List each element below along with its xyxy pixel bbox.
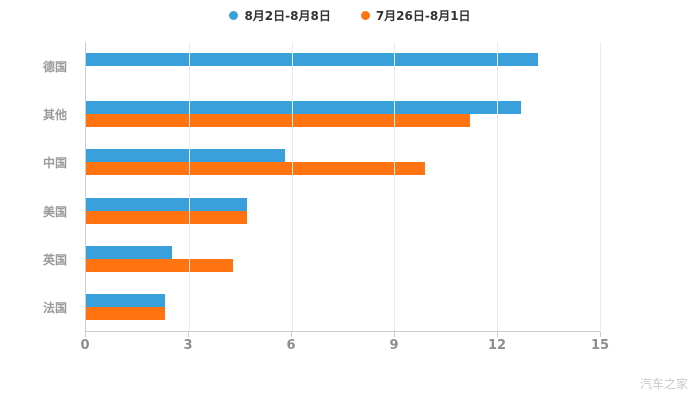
x-tick-label: 12 xyxy=(487,338,507,353)
bar[interactable] xyxy=(86,293,165,307)
bar[interactable] xyxy=(86,197,248,211)
category-label: 中国 xyxy=(42,156,67,171)
bar[interactable] xyxy=(86,162,426,176)
tick-mark xyxy=(497,332,498,337)
bar[interactable] xyxy=(86,258,234,272)
legend-item-0[interactable]: 8月2日-8月8日 xyxy=(229,7,331,24)
legend-dot-icon xyxy=(229,11,239,20)
bar[interactable] xyxy=(86,53,539,67)
bar[interactable] xyxy=(86,210,248,224)
gridline xyxy=(600,42,601,331)
category-label: 法国 xyxy=(42,301,67,316)
x-tick-label: 9 xyxy=(389,338,399,353)
bar-rows xyxy=(86,42,600,331)
bar[interactable] xyxy=(86,114,470,128)
bar[interactable] xyxy=(86,101,522,115)
category-label: 美国 xyxy=(42,204,67,219)
bar-row-德国 xyxy=(86,42,600,90)
category-label: 其他 xyxy=(42,107,67,122)
plot-area xyxy=(85,42,601,332)
bar-row-法国 xyxy=(86,283,600,331)
watermark: 汽车之家 xyxy=(639,377,688,391)
x-tick-label: 3 xyxy=(183,338,193,353)
bar-row-美国 xyxy=(86,187,600,235)
legend-label: 8月2日-8月8日 xyxy=(244,9,331,23)
tick-mark xyxy=(188,332,189,337)
chart-legend: 8月2日-8月8日 7月26日-8月1日 xyxy=(0,7,700,24)
legend-dot-icon xyxy=(360,11,370,20)
legend-item-1[interactable]: 7月26日-8月1日 xyxy=(360,7,471,24)
x-axis: 0 3 6 9 12 15 xyxy=(80,336,609,356)
bar[interactable] xyxy=(86,245,172,259)
category-label: 德国 xyxy=(42,59,67,74)
gridline xyxy=(291,42,293,331)
tick-mark xyxy=(394,332,395,337)
bar-row-中国 xyxy=(86,138,600,186)
tick-mark xyxy=(600,332,601,337)
gridline xyxy=(394,42,396,331)
bar[interactable] xyxy=(86,306,165,320)
category-label: 英国 xyxy=(42,252,67,267)
x-tick-label: 6 xyxy=(286,338,296,353)
bar[interactable] xyxy=(86,149,285,163)
tick-mark xyxy=(291,332,292,337)
tick-mark xyxy=(85,332,86,337)
y-axis-labels: 德国其他中国美国英国法国 xyxy=(0,42,77,332)
gridline xyxy=(497,42,499,331)
x-tick-label: 15 xyxy=(590,338,610,353)
gridline xyxy=(188,42,190,331)
bar-row-其他 xyxy=(86,90,600,138)
legend-label: 7月26日-8月1日 xyxy=(375,9,471,23)
x-tick-label: 0 xyxy=(80,338,90,353)
bar-row-英国 xyxy=(86,235,600,283)
